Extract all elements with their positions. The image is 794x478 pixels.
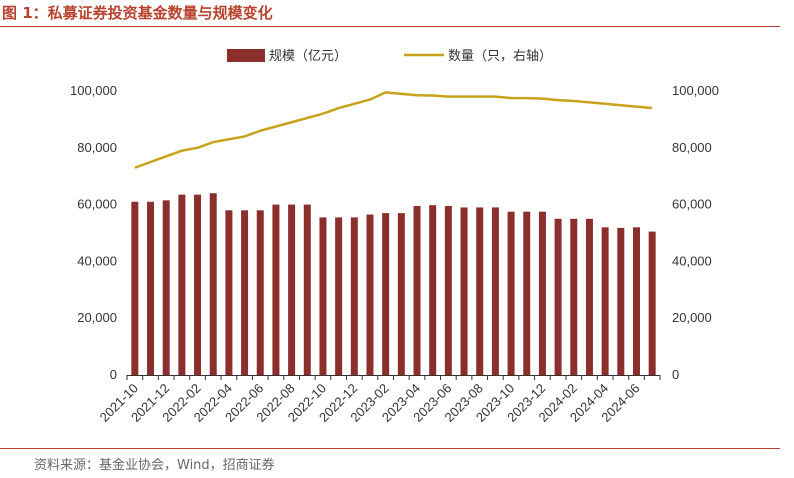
legend-bar-label: 规模（亿元）: [269, 49, 347, 64]
chart-legend: 规模（亿元） 数量（只，右轴）: [227, 49, 552, 64]
y-left-tick-label: 80,000: [77, 140, 117, 155]
y-right-tick-label: 60,000: [672, 197, 712, 212]
bar: [194, 194, 202, 375]
source-divider: [0, 448, 780, 449]
legend-bar-swatch: [227, 49, 265, 62]
bar: [632, 227, 640, 375]
bar: [491, 207, 499, 375]
bar: [523, 211, 531, 375]
bar: [209, 193, 217, 375]
bar: [570, 218, 578, 375]
y-left-tick-label: 60,000: [77, 197, 117, 212]
y-left-tick-label: 40,000: [77, 253, 117, 268]
y-right-tick-label: 20,000: [672, 310, 712, 325]
bar: [476, 207, 484, 375]
figure-title: 图 1：私募证券投资基金数量与规模变化: [2, 4, 273, 22]
bar: [397, 213, 405, 375]
bar: [319, 217, 327, 375]
bar: [554, 218, 562, 375]
y-left-tick-label: 0: [110, 367, 117, 382]
bar: [178, 194, 186, 375]
bar-series: [131, 193, 656, 375]
y-right-tick-label: 40,000: [672, 253, 712, 268]
bar: [272, 204, 280, 375]
bar: [585, 218, 593, 375]
title-divider: [0, 26, 780, 27]
bar: [225, 210, 233, 375]
bar: [601, 227, 609, 375]
bar: [335, 217, 343, 375]
legend-line-label: 数量（只，右轴）: [448, 49, 552, 64]
source-note: 资料来源：基金业协会，Wind，招商证券: [34, 458, 275, 473]
line-series: [134, 91, 653, 169]
bar: [288, 204, 296, 375]
bar: [382, 213, 390, 375]
bar: [648, 231, 656, 375]
bar: [538, 211, 546, 375]
bar: [147, 201, 155, 375]
bar: [366, 214, 374, 375]
bar: [162, 200, 170, 375]
bar: [131, 201, 139, 375]
bar: [256, 210, 264, 375]
bar: [241, 210, 249, 375]
y-right-tick-label: 0: [672, 367, 679, 382]
bar: [429, 205, 437, 375]
bar: [350, 217, 358, 375]
y-left-tick-label: 20,000: [77, 310, 117, 325]
bar: [413, 206, 421, 375]
bar: [507, 211, 515, 375]
y-right-tick-label: 80,000: [672, 140, 712, 155]
bar: [444, 206, 452, 375]
y-right-tick-label: 100,000: [672, 83, 719, 98]
bar: [303, 204, 311, 375]
count-line: [134, 91, 653, 169]
bar: [617, 227, 625, 375]
bar: [460, 207, 468, 375]
y-left-tick-label: 100,000: [70, 83, 117, 98]
